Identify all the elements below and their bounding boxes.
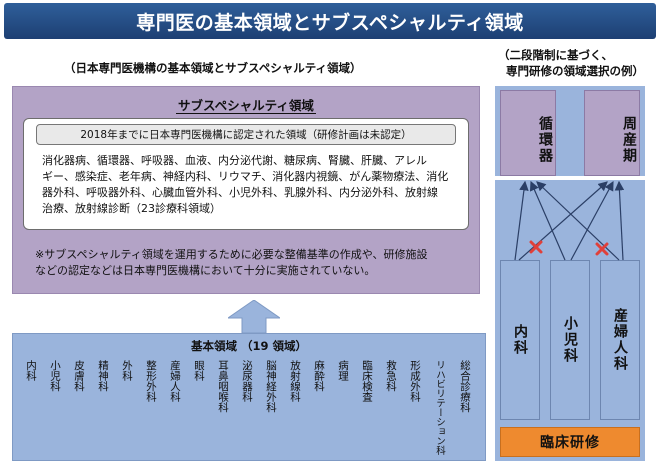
subspecialty-list-box: 2018年までに日本専門医機構に認定された領域（研修計画は未認定） 消化器病、循… bbox=[23, 118, 469, 230]
basic-field: 放射線科 bbox=[289, 360, 301, 402]
arrow-pediatrics-to-perinatal bbox=[570, 180, 614, 261]
basic-field: 脳神経外科 bbox=[265, 360, 277, 413]
right-caption-line: （二段階制に基づく、 bbox=[498, 48, 613, 62]
subspecialty-list-line: 器外科、呼吸器外科、心臓血管外科、小児外科、乳腺外科、内分泌外科、放射線 bbox=[42, 186, 438, 199]
basic-box-pediatrics: 小児科 bbox=[550, 260, 590, 420]
basic-field: 眼科 bbox=[193, 360, 205, 381]
warning-line: などの認定などは日本専門医機構において十分に実施されていない。 bbox=[35, 264, 376, 277]
pathway-arrows bbox=[514, 180, 625, 261]
basic-field: 皮膚科 bbox=[73, 360, 85, 392]
basic-field: 耳鼻咽喉科 bbox=[217, 360, 229, 413]
basic-field: 外科 bbox=[121, 360, 133, 381]
subspecialty-heading: サブスペシャルティ領域 bbox=[13, 95, 479, 114]
subspecialty-list-line: 治療、放射線診断（23診療科領域） bbox=[42, 202, 221, 215]
clinical-training-box: 臨床研修 bbox=[500, 427, 640, 457]
basic-field: 麻酔科 bbox=[313, 360, 325, 392]
cross-icon bbox=[595, 242, 609, 256]
basic-field: 泌尿器科 bbox=[241, 360, 253, 402]
subspecialty-heading-text: サブスペシャルティ領域 bbox=[176, 98, 316, 114]
basic-field: 形成外科 bbox=[409, 360, 421, 402]
basic-field: 産婦人科 bbox=[169, 360, 181, 402]
basic-field: 臨床検査 bbox=[361, 360, 373, 402]
subspecialty-box-perinatal: 周産期 bbox=[584, 90, 640, 176]
basic-field: 病理 bbox=[337, 360, 349, 381]
subspecialty-box-cardiology: 循環器 bbox=[500, 90, 556, 176]
certification-note: 2018年までに日本専門医機構に認定された領域（研修計画は未認定） bbox=[36, 124, 456, 145]
warning-note: ※サブスペシャルティ領域を運用するために必要な整備基準の作成や、研修施設 などの… bbox=[35, 247, 475, 279]
page-title: 専門医の基本領域とサブスペシャルティ領域 bbox=[4, 3, 656, 39]
right-caption: （二段階制に基づく、 専門研修の領域選択の例） bbox=[498, 47, 658, 79]
basic-field: リハビリテーション科 bbox=[434, 360, 445, 455]
subspecialty-list-line: ギー、感染症、老年病、神経内科、リウマチ、消化器内視鏡、がん薬物療法、消化 bbox=[42, 170, 449, 183]
basic-field: 精神科 bbox=[97, 360, 109, 392]
subspecialty-list-line: 消化器病、循環器、呼吸器、血液、内分泌代謝、糖尿病、腎臓、肝臓、アレル bbox=[42, 154, 427, 167]
panel-divider bbox=[495, 176, 645, 180]
warning-line: ※サブスペシャルティ領域を運用するために必要な整備基準の作成や、研修施設 bbox=[35, 248, 428, 261]
basic-box-obgyn: 産婦人科 bbox=[600, 260, 640, 420]
left-caption: （日本専門医機構の基本領域とサブスペシャルティ領域） bbox=[64, 61, 362, 75]
subspecialty-list: 消化器病、循環器、呼吸器、血液、内分泌代謝、糖尿病、腎臓、肝臓、アレル ギー、感… bbox=[42, 153, 460, 217]
arrow-internal-to-cardiology bbox=[514, 180, 529, 261]
arrow-obgyn-to-perinatal bbox=[614, 180, 625, 261]
basic-field: 内科 bbox=[25, 360, 37, 381]
arrow-internal-to-perinatal bbox=[518, 181, 608, 261]
basic-fields-panel: 基本領域 （19 領域） 内科 小児科 皮膚科 精神科 外科 整形外科 産婦人科… bbox=[12, 333, 486, 461]
basic-field: 救急科 bbox=[385, 360, 397, 392]
subspecialty-panel: サブスペシャルティ領域 2018年までに日本専門医機構に認定された領域（研修計画… bbox=[12, 86, 480, 294]
up-arrow-icon bbox=[228, 300, 280, 333]
cross-icon bbox=[529, 240, 543, 254]
basic-box-internal-medicine: 内科 bbox=[500, 260, 540, 420]
right-caption-line: 専門研修の領域選択の例） bbox=[506, 64, 644, 78]
basic-fields-heading: 基本領域 （19 領域） bbox=[190, 339, 307, 353]
arrow-pediatrics-to-cardiology bbox=[529, 180, 566, 261]
basic-field: 整形外科 bbox=[145, 360, 157, 402]
basic-field: 小児科 bbox=[49, 360, 61, 392]
basic-field: 総合診療科 bbox=[459, 360, 471, 413]
